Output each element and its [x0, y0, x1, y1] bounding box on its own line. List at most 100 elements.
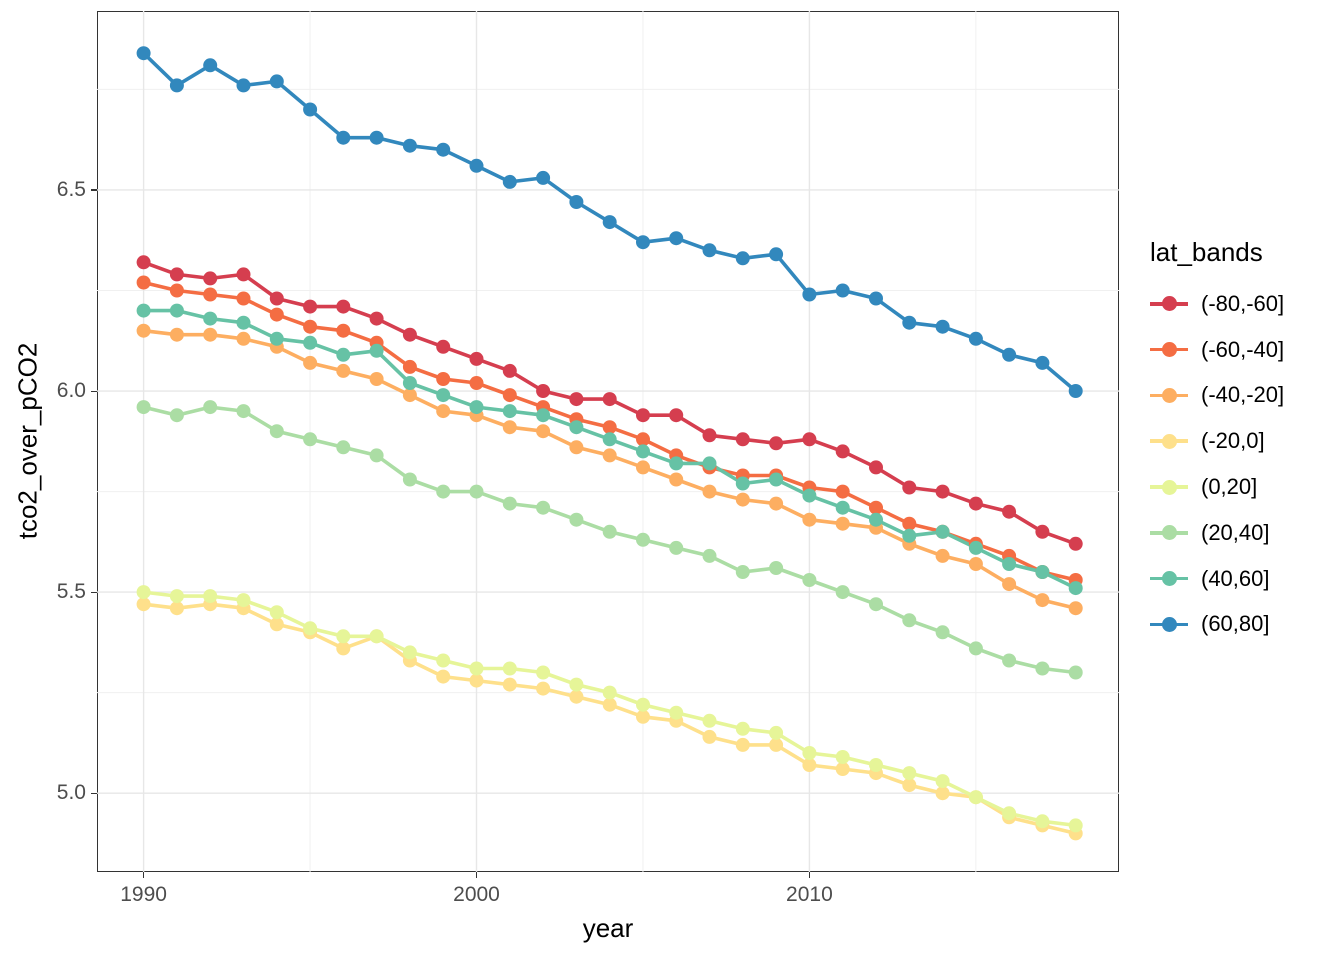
y-tick-label: 5.5 — [56, 580, 86, 604]
data-point — [536, 170, 551, 185]
data-point — [869, 597, 883, 612]
data-point — [369, 372, 384, 386]
data-point — [602, 697, 617, 712]
legend-key-dot — [1161, 571, 1177, 587]
data-point — [169, 78, 184, 93]
data-point — [902, 778, 917, 793]
data-point — [702, 713, 717, 728]
data-point — [569, 440, 584, 455]
data-point — [303, 621, 318, 636]
data-point — [569, 689, 584, 704]
data-point — [935, 548, 950, 563]
data-point — [802, 758, 817, 772]
data-point — [369, 629, 384, 644]
data-point — [336, 641, 351, 656]
legend-item-label: (60,80] — [1201, 611, 1270, 637]
data-point — [469, 376, 484, 390]
data-point — [769, 472, 784, 487]
data-point — [669, 231, 684, 246]
data-point — [702, 548, 717, 563]
legend-key-dot — [1161, 387, 1177, 403]
data-point — [169, 589, 184, 604]
data-point — [369, 130, 384, 145]
data-point — [935, 524, 950, 539]
data-point — [303, 432, 318, 447]
data-point — [1068, 601, 1083, 616]
data-point — [869, 758, 883, 772]
x-tick-label: 2010 — [786, 883, 833, 906]
data-point — [502, 496, 517, 511]
legend-item-5: (20,40] — [1150, 510, 1284, 556]
series-line-2 — [141, 328, 1078, 611]
data-point — [502, 174, 517, 189]
data-point — [402, 138, 417, 153]
data-point — [802, 432, 817, 447]
data-point — [269, 307, 284, 322]
data-point — [169, 283, 184, 298]
series-points-6 — [136, 303, 1083, 596]
data-point — [636, 444, 650, 459]
data-point — [802, 488, 817, 503]
data-point — [802, 573, 817, 587]
legend-key-dot — [1161, 479, 1177, 495]
legend-items: (-80,-60] (-60,-40] (-40,-20] (-20,0] (0,20]… — [1150, 281, 1284, 647]
data-point — [269, 605, 284, 620]
legend-key-icon — [1150, 385, 1188, 405]
data-point — [436, 404, 451, 419]
legend-key-icon — [1150, 477, 1188, 497]
data-point — [436, 653, 451, 668]
data-point — [502, 661, 517, 676]
data-point — [735, 737, 750, 752]
legend-item-1: (-60,-40] — [1150, 327, 1284, 373]
data-point — [636, 532, 650, 547]
data-point — [402, 645, 417, 660]
data-point — [469, 661, 484, 676]
data-point — [769, 436, 784, 451]
data-point — [203, 271, 218, 286]
data-point — [935, 625, 950, 640]
data-point — [236, 315, 251, 330]
data-point — [136, 323, 151, 338]
y-tickmark — [91, 591, 97, 593]
legend-key-dot — [1161, 342, 1177, 358]
y-tickmark — [91, 390, 97, 392]
data-point — [369, 448, 384, 463]
data-point — [336, 299, 351, 314]
data-point — [502, 388, 517, 403]
data-point — [536, 384, 551, 398]
data-point — [269, 331, 284, 346]
data-point — [636, 235, 650, 250]
data-point — [336, 629, 351, 644]
x-tickmark — [475, 872, 478, 878]
data-point — [203, 287, 218, 302]
data-point — [669, 408, 684, 423]
legend-item-7: (60,80] — [1150, 602, 1284, 648]
data-point — [935, 774, 950, 789]
data-point — [136, 46, 151, 61]
data-point — [203, 589, 218, 604]
data-point — [236, 331, 251, 346]
data-point — [835, 484, 850, 499]
data-point — [569, 195, 584, 209]
data-point — [769, 725, 784, 740]
data-point — [602, 420, 617, 435]
data-point — [203, 400, 218, 415]
data-point — [702, 243, 717, 258]
legend-item-3: (-20,0] — [1150, 418, 1284, 464]
data-point — [369, 343, 384, 358]
data-point — [702, 456, 717, 471]
data-point — [669, 472, 684, 487]
data-point — [769, 496, 784, 511]
data-point — [569, 677, 584, 692]
data-point — [502, 363, 517, 378]
data-point — [1035, 524, 1050, 539]
data-point — [169, 327, 184, 342]
data-point — [735, 721, 750, 736]
data-point — [136, 597, 151, 612]
legend-item-label: (-60,-40] — [1201, 336, 1285, 362]
data-point — [236, 593, 251, 608]
data-point — [869, 512, 883, 527]
data-point — [636, 408, 650, 423]
data-point — [1002, 806, 1017, 821]
